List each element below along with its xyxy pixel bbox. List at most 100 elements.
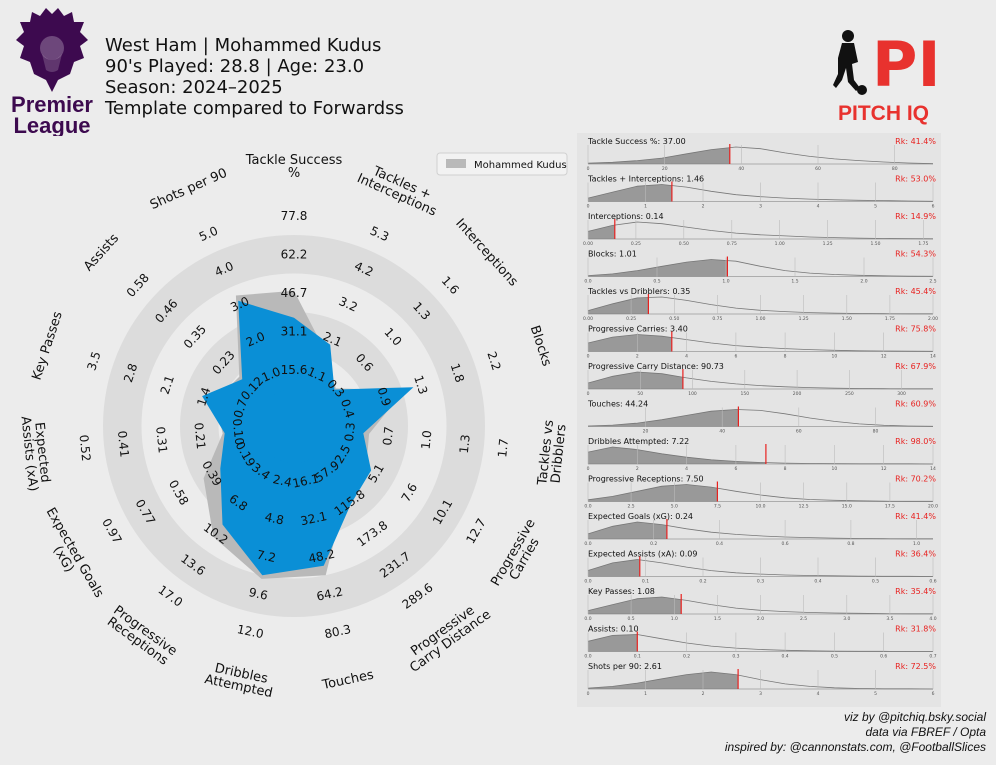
radar-axis-label-line: Dribblers [549,423,570,484]
distribution-panel: 0.0 0.1 0.2 0.3 0.4 0.5 0.6 0.7 Assists: 0.10 Rk:… [584,625,936,660]
distribution-tick-label: 250 [845,391,854,397]
radar-tick-label: 80.3 [323,622,352,641]
title-line-1: West Ham | Mohammed Kudus [105,35,382,56]
distribution-tick-label: 0.5 [831,654,838,660]
distribution-fill [588,372,683,389]
distribution-tick-label: 17.5 [885,504,895,510]
distribution-tick-label: 1 [644,204,647,210]
distribution-tick-label: 14 [930,354,936,360]
distribution-tick-label: 0.2 [683,654,690,660]
distribution-tick-label: 2.5 [800,616,807,622]
distribution-label: Progressive Carries: 3.40 [588,325,688,334]
distribution-curve [587,334,934,352]
distribution-label: Progressive Receptions: 7.50 [588,475,704,484]
distribution-fill [588,259,728,277]
distribution-fill [588,297,649,314]
distribution-tick-label: 20 [662,166,668,172]
distribution-tick-label: 3 [759,691,762,697]
radar-tick-label: 32.1 [299,509,328,528]
radar-tick-label: 3.5 [84,350,103,372]
distribution-tick-label: 40 [719,429,725,435]
distribution-tick-label: 3 [759,204,762,210]
radar-axis-label: DribblesAttempted [203,659,276,701]
distribution-panel: 0 1 2 3 4 5 6 Shots per 90: 2.61 Rk: 72.5% [587,662,937,697]
distribution-tick-label: 0.3 [757,579,764,585]
distribution-tick-label: 40 [738,166,744,172]
distribution-curve [587,146,934,165]
radar-axis-label: Assists [81,231,122,274]
distribution-tick-label: 0 [587,354,590,360]
radar-chart: 15.631.146.762.277.81.12.13.24.25.30.30.… [18,152,570,701]
distribution-tick-label: 0.0 [584,654,591,660]
distribution-label: Expected Goals (xG): 0.24 [588,512,693,521]
league-logo-word-2: League [13,113,90,136]
distribution-fill [588,522,667,539]
distribution-rank: Rk: 60.9% [895,400,936,409]
distribution-tick-label: 1 [644,691,647,697]
radar-axis-label: Key Passes [30,310,66,383]
distribution-fill [588,597,682,614]
legend-box [436,152,568,176]
radar-tick-label: 2.4 [272,472,294,490]
radar-axis-label-line: Expected [31,422,52,484]
distribution-tick-label: 0.5 [872,579,879,585]
radar-tick-label: 48.2 [307,547,336,566]
distribution-tick-label: 150 [741,391,750,397]
distribution-tick-label: 0.50 [679,241,689,247]
distribution-tick-label: 5.0 [671,504,678,510]
distribution-tick-label: 0.4 [716,541,723,547]
distribution-rank: Rk: 31.8% [895,625,936,634]
distribution-fill [588,484,718,502]
distribution-tick-label: 6 [734,466,737,472]
distribution-rank: Rk: 45.4% [895,287,936,296]
distribution-panel: 0.00 0.25 0.50 0.75 1.00 1.25 1.50 1.75 2.00 Tack… [583,287,938,322]
radar-legend: Mohammed Kudus [436,152,568,176]
credit-viz: viz by @pitchiq.bsky.social [843,710,986,724]
distribution-tick-label: 6 [932,204,935,210]
distribution-tick-label: 0.6 [782,541,789,547]
distribution-tick-label: 0.1 [642,579,649,585]
distribution-tick-label: 0.4 [782,654,789,660]
distribution-tick-label: 12 [881,354,887,360]
distribution-rank: Rk: 98.0% [895,437,936,446]
distribution-tick-label: 1.25 [799,316,809,322]
radar-tick-label: 1.0 [419,430,435,450]
distribution-tick-label: 1.0 [671,616,678,622]
distribution-tick-label: 5 [874,204,877,210]
distribution-tick-label: 3.5 [886,616,893,622]
radar-axis-label-line: % [288,166,300,181]
radar-tick-label: 0.10 [230,418,247,446]
distribution-fill [588,409,739,427]
radar-tick-label: 46.7 [281,286,308,300]
radar-axis-label-line: Shots per 90 [148,166,230,213]
credit-inspired: inspired by: @cannonstats.com, @Football… [724,740,986,754]
distribution-panel: 0.0 0.5 1.0 1.5 2.0 2.5 3.0 3.5 4.0 Key Passes: 1… [584,587,936,622]
distribution-tick-label: 10 [832,466,838,472]
distribution-tick-label: 0.00 [583,316,593,322]
distribution-tick-label: 0.2 [699,579,706,585]
distribution-tick-label: 6 [734,354,737,360]
distribution-tick-label: 1.00 [775,241,785,247]
distribution-tick-label: 2.0 [757,616,764,622]
distribution-tick-label: 2.5 [628,504,635,510]
radar-tick-label: 0.31 [153,426,170,454]
distribution-label: Blocks: 1.01 [588,250,637,259]
distribution-fill [588,147,730,164]
pitch-iq-logo: PI PITCH IQ [833,28,941,125]
distribution-rank: Rk: 53.0% [895,175,936,184]
radar-tick-label: 31.1 [281,324,308,338]
radar-axis-label: Tackles vsDribblers [535,419,570,488]
radar-tick-label: 7.2 [256,547,278,565]
distribution-tick-label: 0.6 [929,579,936,585]
distribution-tick-label: 0.50 [669,316,679,322]
distribution-tick-label: 100 [688,391,697,397]
legend-label: Mohammed Kudus [474,160,567,171]
distribution-tick-label: 2.0 [860,279,867,285]
distribution-panel: 0 2 4 6 8 10 12 14 Progressive Carries: 3.40 Rk: … [587,325,937,360]
distribution-panel: 0.0 2.5 5.0 7.5 10.0 12.5 15.0 17.5 20.0 Progress… [584,475,938,510]
radar-axis-label-line: Key Passes [30,310,66,383]
title-line-2: 90's Played: 28.8 | Age: 23.0 [105,56,365,77]
distribution-tick-label: 0 [587,166,590,172]
radar-tick-label: 0.52 [77,434,94,462]
credit-data: data via FBREF / Opta [865,725,987,739]
